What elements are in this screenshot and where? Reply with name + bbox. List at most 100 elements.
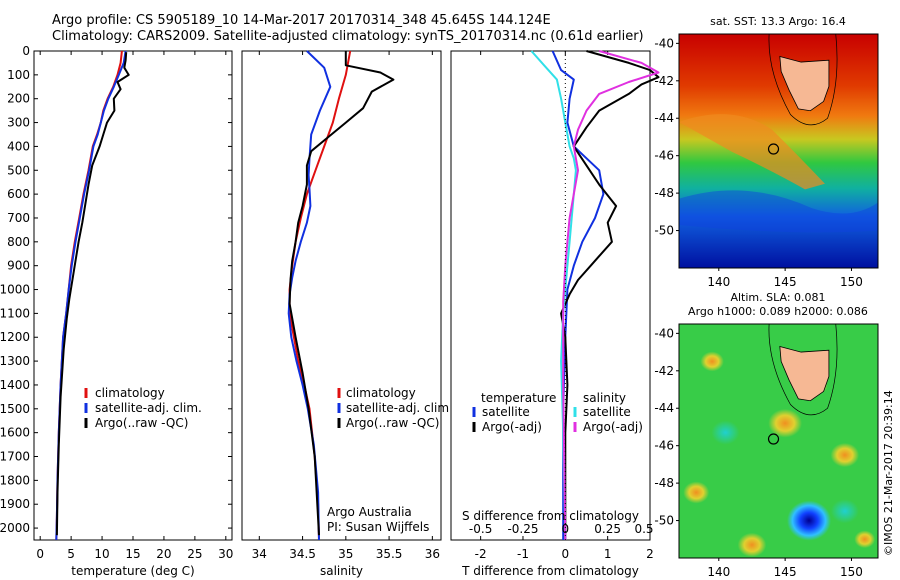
legend-label: Argo(..raw -QC): [346, 416, 439, 430]
sla-high-eddy: [830, 442, 860, 468]
argo-float-marker: [767, 143, 780, 155]
x-tick-label: -1: [517, 547, 529, 561]
x2-tick-label: 0.5: [634, 522, 653, 536]
y-tick-label: 200: [7, 92, 30, 106]
x2-tick-label: 0.25: [594, 522, 621, 536]
difference-profile-frame: [450, 50, 651, 541]
legend-label: satellite-adj. clim.: [95, 401, 202, 415]
y-tick-label: 700: [7, 211, 30, 225]
x2-axis-label: S difference from climatology: [462, 509, 639, 523]
annotation-text: PI: Susan Wijffels: [327, 520, 429, 534]
cool-band: [679, 190, 878, 233]
sla-high-eddy: [768, 408, 803, 438]
map-frame: [678, 33, 879, 269]
map-y-tick-label: -40: [654, 326, 674, 340]
y-tick-label: 1800: [0, 473, 30, 487]
y-tick-label: 1300: [0, 354, 30, 368]
map-y-tick-label: -44: [654, 111, 674, 125]
series-line: [287, 50, 332, 541]
sla-map-subtitle: Argo h1000: 0.089 h2000: 0.086: [688, 305, 868, 318]
sla-cyan-patch: [830, 499, 859, 524]
map-y-tick-label: -46: [654, 149, 674, 163]
argo-float-marker: [767, 433, 780, 445]
map-y-tick-label: -42: [654, 364, 674, 378]
sst-map-title: sat. SST: 13.3 Argo: 16.4: [710, 15, 846, 28]
y-tick-label: 2000: [0, 521, 30, 535]
sla-map-title: Altim. SLA: 0.081: [730, 291, 825, 304]
map-x-tick-label: 150: [840, 565, 863, 579]
x-tick-label: 20: [156, 547, 171, 561]
tasmania-land: [779, 345, 830, 402]
map-x-tick-label: 140: [707, 275, 730, 289]
x-tick-label: 35: [338, 547, 353, 561]
series-line: [560, 50, 660, 540]
sst-map: -40 -42 -44 -46 -48 -50 140 145 150: [654, 33, 879, 289]
map-y-tick-label: -50: [654, 224, 674, 238]
legend-title: temperature: [481, 391, 556, 405]
x-axis-label: T difference from climatology: [461, 564, 639, 578]
x-tick-label: 0: [561, 547, 569, 561]
tasmania-land: [779, 55, 830, 112]
x-tick-label: 15: [125, 547, 140, 561]
sla-low-eddy: [787, 500, 832, 541]
map-y-tick-label: -48: [654, 186, 674, 200]
map-y-tick-label: -50: [654, 514, 674, 528]
x-tick-label: 5: [67, 547, 75, 561]
temperature-chart: 0100200300400500600700800900100011001200…: [0, 44, 233, 578]
x2-tick-label: -0.25: [507, 522, 538, 536]
legend-label: Argo(-adj): [583, 420, 643, 434]
x-axis-label: temperature (deg C): [71, 564, 194, 578]
legend-label: Argo(..raw -QC): [95, 416, 188, 430]
map-y-tick-label: -44: [654, 401, 674, 415]
difference-chart: -2 -1 0 1 2 T difference from climatology temp…: [450, 50, 660, 578]
sla-high-eddy: [683, 481, 710, 504]
y-tick-label: 1000: [0, 283, 30, 297]
depth-contour: [768, 324, 838, 416]
series-line: [288, 51, 395, 536]
x-tick-label: 1: [604, 547, 612, 561]
y-tick-label: 500: [7, 163, 30, 177]
legend-label: Argo(-adj): [482, 420, 542, 434]
map-y-tick-label: -40: [654, 36, 674, 50]
annotation-text: Argo Australia: [327, 505, 412, 519]
sla-high-eddy: [700, 351, 724, 372]
x-axis-label: salinity: [320, 564, 363, 578]
y-tick-label: 1200: [0, 330, 30, 344]
y-tick-label: 1400: [0, 378, 30, 392]
map-x-tick-label: 140: [707, 565, 730, 579]
x-tick-label: 30: [218, 547, 233, 561]
title-line-2: Climatology: CARS2009. Satellite-adjuste…: [52, 29, 644, 44]
temperature-profile-frame: [33, 50, 233, 541]
y-tick-label: 600: [7, 187, 30, 201]
map-x-tick-label: 145: [774, 565, 797, 579]
map-x-tick-label: 150: [840, 275, 863, 289]
series-line: [55, 52, 130, 536]
legend-title: salinity: [583, 391, 626, 405]
y-tick-label: 0: [22, 44, 30, 58]
x-tick-label: 34: [252, 547, 267, 561]
sla-high-eddy: [737, 532, 767, 557]
y-tick-label: 1600: [0, 426, 30, 440]
map-y-tick-label: -46: [654, 439, 674, 453]
salinity-chart: 34 34.5 35 35.5 36 salinity climatologysatelli…: [241, 50, 450, 578]
series-line: [551, 50, 605, 540]
x-tick-label: 0: [36, 547, 44, 561]
sla-map: -40 -42 -44 -46 -48 -50 140 145 150: [654, 323, 879, 579]
y-tick-label: 100: [7, 68, 30, 82]
sla-high-eddy: [854, 530, 876, 549]
x-tick-label: -2: [475, 547, 487, 561]
salinity-profile-frame: [241, 50, 442, 541]
warm-tongue: [679, 114, 825, 190]
y-tick-label: 1700: [0, 450, 30, 464]
x-tick-label: 2: [646, 547, 654, 561]
depth-contour: [768, 34, 838, 126]
x-tick-label: 34.5: [289, 547, 316, 561]
sla-map-field: [679, 324, 878, 558]
legend-label: satellite: [583, 405, 631, 419]
legend-label: satellite-adj. clim.: [346, 401, 450, 415]
legend-label: climatology: [95, 386, 165, 400]
series-line: [562, 50, 660, 541]
y-tick-label: 300: [7, 116, 30, 130]
title-line-1: Argo profile: CS 5905189_10 14-Mar-2017 …: [52, 13, 551, 28]
